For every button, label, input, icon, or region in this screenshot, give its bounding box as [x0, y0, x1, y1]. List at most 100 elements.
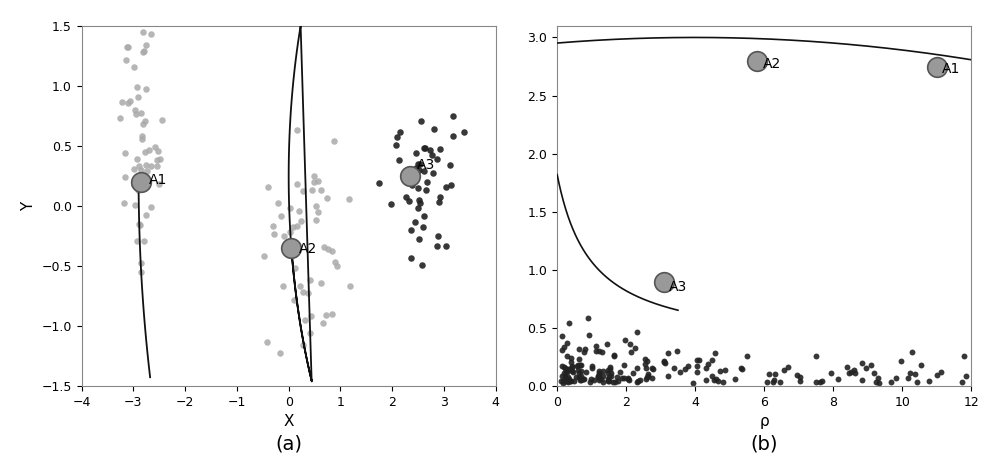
- Point: [402, 176, 418, 183]
- Point: [289, 222, 305, 229]
- Point: [402, 172, 418, 180]
- Point: [689, 362, 705, 370]
- Point: [700, 360, 716, 368]
- Point: [707, 350, 723, 357]
- Point: [623, 348, 639, 356]
- Point: [605, 379, 621, 386]
- Point: [130, 94, 146, 101]
- Point: [456, 128, 472, 135]
- Point: [612, 368, 628, 376]
- Point: [929, 63, 945, 70]
- Point: [958, 372, 974, 380]
- Point: [847, 369, 863, 377]
- Point: [300, 289, 316, 297]
- Point: [583, 375, 599, 382]
- Point: [599, 341, 615, 348]
- Point: [637, 355, 653, 362]
- Point: [640, 370, 656, 378]
- Point: [564, 364, 580, 371]
- Point: [137, 148, 153, 156]
- Point: [734, 365, 750, 372]
- Point: [127, 106, 143, 114]
- Point: [152, 155, 168, 162]
- Point: [313, 279, 329, 286]
- Point: [929, 371, 945, 379]
- Point: [780, 363, 796, 371]
- Point: [411, 166, 427, 174]
- Point: [554, 372, 570, 380]
- Point: [138, 211, 154, 219]
- Point: [559, 365, 575, 372]
- Point: [854, 360, 870, 367]
- Point: [138, 85, 154, 92]
- Point: [414, 261, 430, 269]
- Point: [576, 348, 592, 355]
- Point: [680, 362, 696, 370]
- Point: [581, 332, 597, 339]
- Point: [573, 361, 589, 369]
- Point: [933, 368, 949, 375]
- Point: [308, 216, 324, 224]
- Point: [562, 377, 578, 385]
- Point: [595, 372, 611, 380]
- Point: [776, 367, 792, 374]
- Point: [324, 247, 340, 255]
- Point: [739, 352, 755, 360]
- Point: [689, 356, 705, 363]
- Point: [151, 180, 167, 187]
- Point: [559, 378, 575, 385]
- Point: [572, 376, 588, 383]
- Point: [114, 98, 130, 105]
- Point: [411, 236, 427, 243]
- Point: [318, 311, 334, 318]
- Text: A3: A3: [417, 158, 435, 172]
- Point: [416, 144, 432, 152]
- Point: [640, 372, 656, 380]
- Point: [135, 120, 151, 128]
- Point: [710, 377, 726, 384]
- Point: [134, 132, 150, 139]
- Point: [685, 379, 701, 386]
- Point: [310, 208, 326, 216]
- Point: [573, 372, 589, 380]
- Point: [149, 162, 165, 170]
- Point: [558, 374, 574, 381]
- Point: [302, 329, 318, 337]
- Point: [602, 366, 618, 373]
- Point: [759, 379, 775, 386]
- Point: [564, 362, 580, 370]
- Point: [136, 238, 152, 245]
- Point: [575, 375, 591, 383]
- Point: [863, 361, 879, 369]
- Point: [431, 199, 447, 206]
- Point: [620, 374, 636, 382]
- Point: [116, 199, 132, 207]
- Text: A2: A2: [299, 242, 317, 256]
- Point: [126, 181, 142, 189]
- Point: [954, 378, 970, 386]
- Point: [712, 367, 728, 374]
- Point: [402, 178, 418, 185]
- Point: [792, 377, 808, 385]
- Point: [410, 204, 426, 212]
- Point: [419, 179, 435, 186]
- Text: A3: A3: [669, 280, 688, 294]
- Point: [600, 375, 616, 383]
- Text: (b): (b): [750, 434, 778, 453]
- Point: [563, 378, 579, 385]
- Point: [603, 369, 619, 377]
- Point: [371, 179, 387, 187]
- Point: [412, 200, 428, 207]
- Point: [588, 347, 604, 355]
- Point: [644, 364, 660, 372]
- Point: [143, 203, 159, 211]
- Point: [590, 373, 606, 381]
- Point: [622, 341, 638, 348]
- Point: [656, 357, 672, 364]
- Point: [704, 356, 720, 363]
- Point: [808, 352, 824, 360]
- Point: [119, 43, 135, 50]
- Point: [789, 371, 805, 379]
- Point: [570, 361, 586, 369]
- Point: [733, 364, 749, 372]
